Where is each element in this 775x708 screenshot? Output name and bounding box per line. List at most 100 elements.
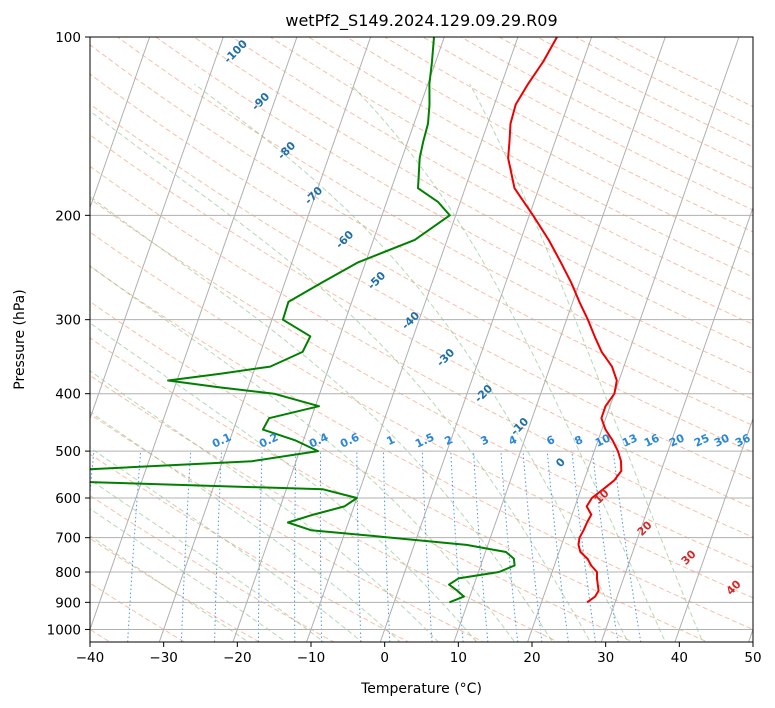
mixing-ratio-label: 1 [385,433,397,448]
mixing-ratio-label: 0.6 [338,430,361,450]
dry-adiabat [90,337,634,642]
dry-adiabat [383,37,753,233]
x-tick-label: −40 [76,650,105,666]
y-tick-label: 900 [55,595,81,611]
isotherm-line [90,37,151,210]
x-tick-label: −10 [297,650,326,666]
moist-adiabat [90,195,554,642]
moist-adiabat [90,370,440,642]
dry-adiabat [498,37,753,169]
dry-adiabat [90,134,753,509]
isotherm-line [306,37,519,642]
y-tick-label: 200 [55,208,81,224]
isotherm-label: -40 [399,309,422,332]
mixing-ratio-line [127,451,142,642]
x-tick-label: −20 [223,650,252,666]
mixing-ratio-line [257,451,263,642]
dewpoint-profile [90,37,516,604]
isotherm-line [600,206,753,642]
dry-adiabat [90,265,753,630]
x-tick-label: 30 [597,650,614,666]
moist-adiabat [90,411,401,642]
moist-adiabat [90,265,516,642]
mixing-ratio-line [319,451,323,642]
background-lines [90,37,753,642]
grid-lines [90,37,753,642]
moist-adiabat [469,83,704,642]
mixing-ratio-line [421,451,433,642]
x-tick-label: 40 [671,650,688,666]
x-tick-label: 10 [450,650,467,666]
y-axis-label: Pressure (hPa) [12,289,28,389]
y-tick-label: 300 [55,313,81,329]
isotherm-line [232,37,445,642]
x-tick-label: 0 [380,650,389,666]
x-axis-label: Temperature (°C) [360,681,482,697]
mixing-ratio-line [294,451,297,642]
chart-title: wetPf2_S149.2024.129.09.29.R09 [285,11,557,31]
dry-adiabat [90,73,753,453]
y-axis: 100 200 300 400 500 600 700 800 900 1000 [47,30,90,638]
dry-adiabat [345,37,753,255]
mixing-ratio-label: 8 [573,433,585,448]
isotherm-label: -60 [333,228,356,251]
mixing-ratio-label: 0.4 [307,430,330,450]
dry-adiabat [90,103,753,481]
isotherm-label: 0 [553,455,568,470]
dry-adiabat [307,37,753,278]
dry-adiabat [116,37,753,400]
isotherm-line [453,37,666,642]
dry-adiabat [90,198,753,568]
isotherm-line [158,37,372,642]
dry-adiabat [90,231,753,599]
isotherm-label: -30 [434,346,457,369]
dry-adiabat [154,37,753,375]
y-tick-label: 700 [55,531,81,547]
isotherm-label: -90 [249,90,272,113]
mixing-ratio-line [591,451,619,642]
moist-adiabat [90,110,591,642]
moist-adiabat [349,83,666,642]
dry-adiabat [90,582,186,642]
isotherm-line [527,37,740,642]
moist-adiabat [194,83,629,642]
moist-adiabat [90,479,325,642]
series-layer [90,37,623,604]
mixing-ratio-label: 3 [479,433,491,448]
dry-adiabat [90,165,753,538]
x-axis: −40 −30 −20 −10 0 10 20 30 40 50 [76,642,762,666]
mixing-ratio-label: 1.5 [413,431,436,451]
mixing-ratio-label: 6 [545,433,558,448]
dry-adiabat [421,37,753,211]
x-tick-label: −30 [149,650,178,666]
mixing-ratio-label: 0.1 [210,431,233,451]
isotherm-line [90,37,224,421]
dry-adiabat-label: 10 [592,486,612,506]
dry-adiabat-label: 40 [724,577,744,597]
dry-adiabat [90,374,560,642]
dry-adiabat [460,37,753,190]
y-tick-label: 500 [55,444,81,460]
temperature-profile [507,37,623,604]
isotherm-line [748,627,753,642]
mixing-ratio-label: 25 [692,431,711,449]
moist-adiabat [90,447,363,642]
isotherm-line [379,37,593,642]
dry-adiabat [90,300,709,642]
mixing-ratio-label: 36 [733,431,753,449]
dry-adiabat [574,37,753,128]
dry-adiabat [231,37,753,325]
moist-adiabat [90,535,250,642]
dry-adiabat [536,37,753,148]
isotherm-label: -20 [472,382,495,405]
mixing-ratio-line [450,451,464,642]
isotherm-line [90,37,298,631]
mixing-ratio-label: 2 [443,433,455,448]
mixing-ratio-line [473,451,489,642]
y-tick-label: 400 [55,387,81,403]
mixing-ratio-line [214,451,222,642]
mixing-ratio-line [356,451,362,642]
x-tick-label: 20 [523,650,540,666]
mixing-ratio-label: 20 [667,431,687,449]
